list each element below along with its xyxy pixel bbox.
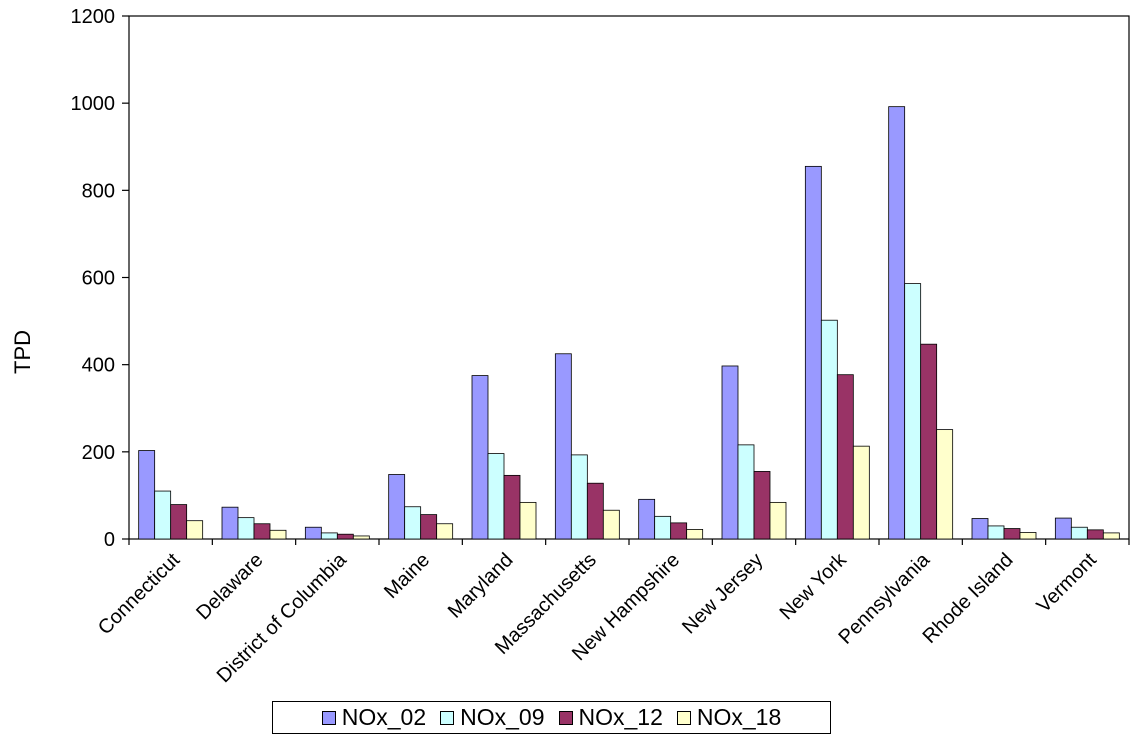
bar: [1019, 532, 1037, 540]
bar: [436, 523, 454, 540]
legend-item-nox-02: NOx_02: [321, 704, 427, 731]
y-tick-label: 1000: [71, 93, 116, 115]
bar: [753, 471, 771, 540]
x-tick-label: New Jersey: [678, 549, 767, 638]
y-tick-label: 200: [82, 442, 115, 464]
bar: [904, 283, 922, 540]
y-axis: 0 200 400 600 800 1000 1200: [71, 6, 1130, 551]
bar: [471, 375, 489, 540]
bar: [836, 374, 854, 540]
legend-label: NOx_02: [341, 704, 427, 730]
x-tick-label: Maine: [380, 549, 434, 603]
y-tick-label: 800: [82, 180, 115, 202]
legend-swatch: [321, 710, 336, 725]
y-tick-label: 0: [104, 529, 115, 551]
legend-label: NOx_18: [696, 704, 782, 730]
bar: [737, 444, 755, 540]
bar: [686, 529, 704, 540]
legend-item-nox-09: NOx_09: [440, 704, 545, 731]
bar: [721, 365, 739, 540]
bar: [1086, 529, 1104, 540]
legend-label: NOx_12: [578, 704, 663, 730]
y-tick-label: 1200: [71, 6, 116, 28]
y-tick-label: 400: [82, 355, 115, 377]
legend-label: NOx_09: [460, 704, 545, 730]
bar: [570, 454, 588, 540]
bar: [253, 523, 271, 540]
bar: [320, 532, 338, 540]
bar: [269, 529, 287, 540]
bar: [971, 518, 989, 540]
bar: [852, 445, 870, 540]
bars: [138, 106, 1120, 540]
x-tick-label: Vermont: [1033, 549, 1102, 618]
bar: [404, 506, 422, 540]
bar: [186, 520, 204, 540]
bar: [170, 504, 188, 540]
y-tick-label: 600: [82, 268, 115, 290]
x-tick-label: Maryland: [444, 549, 518, 623]
plot-area-frame: [128, 15, 1130, 540]
bar: [1003, 528, 1021, 540]
bar: [888, 106, 906, 540]
bar: [586, 482, 604, 540]
bar: [154, 490, 172, 540]
bar: [670, 522, 688, 540]
bar: [352, 535, 370, 540]
bar: [503, 474, 521, 540]
bar: [804, 165, 822, 540]
legend-item-nox-18: NOx_18: [676, 704, 782, 731]
bar: [304, 526, 322, 540]
bar: [936, 429, 954, 540]
bar: [388, 474, 406, 540]
bar: [820, 319, 838, 540]
x-tick-label: New York: [776, 548, 852, 624]
bar: [1070, 526, 1088, 540]
bar: [138, 450, 156, 540]
bar: [519, 501, 537, 540]
bar: [1102, 532, 1120, 540]
bar: [769, 501, 787, 540]
bar: [554, 353, 572, 540]
legend-swatch: [676, 710, 691, 725]
bar: [638, 498, 656, 540]
bar: [1054, 517, 1072, 540]
bar: [602, 509, 620, 540]
bar: [420, 514, 438, 540]
bar: [920, 343, 938, 540]
bar: [237, 517, 255, 540]
x-tick-label: Connecticut: [94, 549, 185, 640]
x-tick-label: Delaware: [192, 549, 267, 624]
legend: NOx_02 NOx_09 NOx_12 NOx_18: [272, 701, 831, 734]
legend-item-nox-12: NOx_12: [558, 704, 663, 731]
bar: [221, 506, 239, 540]
legend-swatch: [558, 710, 573, 725]
bar: [654, 515, 672, 540]
bar: [987, 525, 1005, 540]
bar: [336, 533, 354, 540]
y-axis-label: TPD: [10, 330, 35, 374]
bar: [487, 453, 505, 540]
legend-swatch: [440, 710, 455, 725]
